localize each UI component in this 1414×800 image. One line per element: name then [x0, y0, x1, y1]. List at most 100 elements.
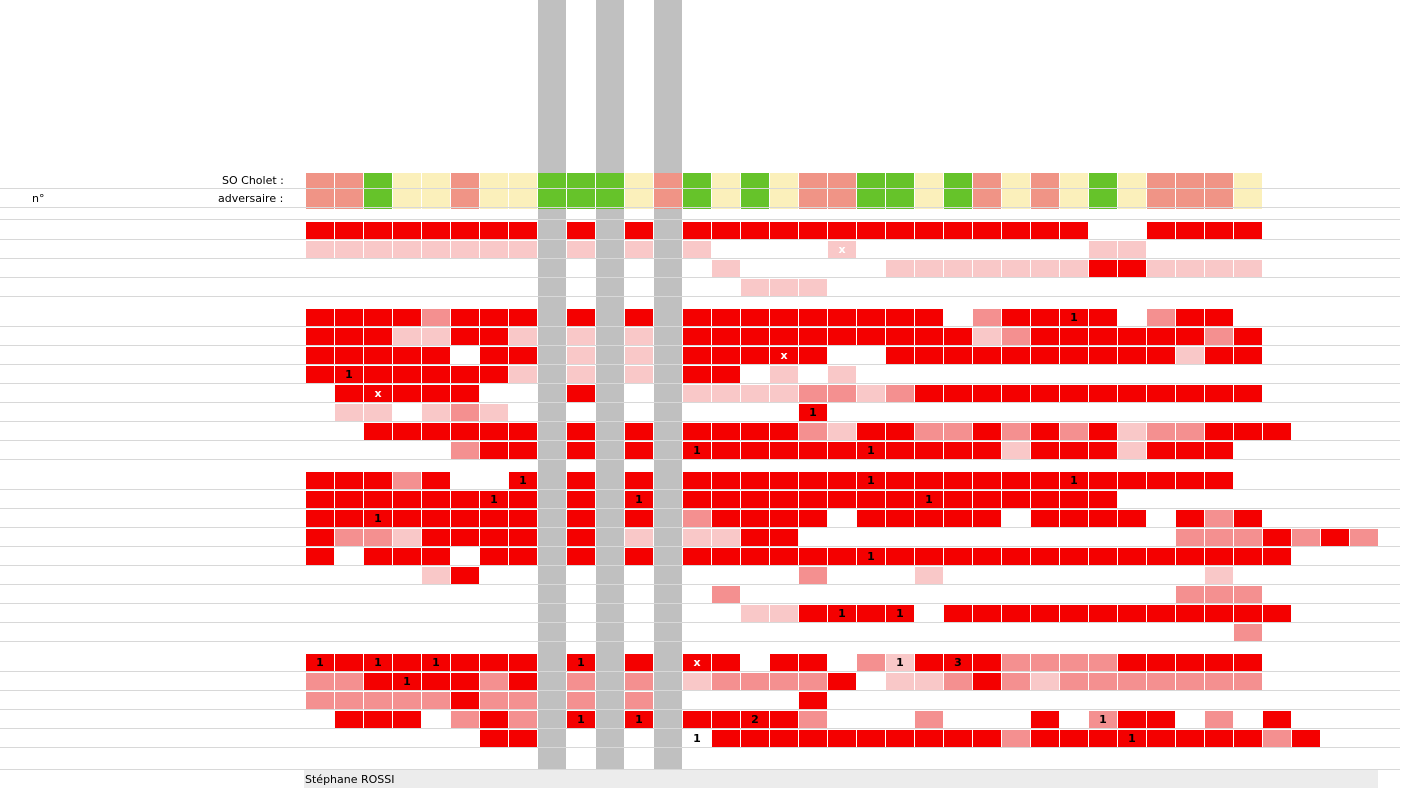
appearance-cell: [886, 605, 914, 622]
appearance-cell: [1205, 586, 1233, 603]
appearance-cell: [857, 309, 885, 326]
appearance-cell: [1176, 328, 1204, 345]
appearance-cell: [422, 385, 450, 402]
appearance-cell: [1147, 673, 1175, 690]
appearance-cell: [625, 241, 653, 258]
appearance-cell: [770, 366, 798, 383]
appearance-cell: [1118, 673, 1146, 690]
appearance-cell: [451, 491, 479, 508]
appearance-cell: [1060, 605, 1088, 622]
appearance-cell: [1176, 605, 1204, 622]
appearance-cell: [509, 692, 537, 709]
appearance-cell: [1031, 673, 1059, 690]
appearance-cell: [451, 222, 479, 239]
appearance-cell: [625, 309, 653, 326]
appearance-cell: [770, 673, 798, 690]
appearance-cell: [915, 673, 943, 690]
appearance-cell: [973, 730, 1001, 747]
appearance-cell: [509, 241, 537, 258]
cell-mark: 1: [693, 732, 701, 745]
appearance-cell: [422, 423, 450, 440]
appearance-cell: [1205, 347, 1233, 364]
appearance-cell: [741, 510, 769, 527]
appearance-cell: [1089, 309, 1117, 326]
appearance-cell: [973, 385, 1001, 402]
appearance-cell: [1176, 548, 1204, 565]
appearance-cell: [509, 730, 537, 747]
appearance-cell: [915, 442, 943, 459]
appearance-cell: [1176, 730, 1204, 747]
appearance-cell: [567, 366, 595, 383]
appearance-cell: [1205, 328, 1233, 345]
appearance-cell: [1176, 529, 1204, 546]
appearance-cell: [1147, 654, 1175, 671]
opponent-score: [654, 190, 682, 207]
appearance-cell: [306, 654, 334, 671]
appearance-cell: [306, 328, 334, 345]
appearance-cell: [335, 385, 363, 402]
appearance-cell: [306, 309, 334, 326]
appearance-cell: [335, 510, 363, 527]
cell-mark: 1: [1128, 732, 1136, 745]
cell-mark: 1: [867, 474, 875, 487]
appearance-cell: [1234, 730, 1262, 747]
appearance-cell: [451, 711, 479, 728]
appearance-cell: [1118, 423, 1146, 440]
appearance-cell: [1176, 510, 1204, 527]
appearance-cell: [683, 347, 711, 364]
opponent-score: [770, 190, 798, 207]
appearance-cell: [509, 673, 537, 690]
appearance-cell: [1118, 241, 1146, 258]
opponent-score: [944, 190, 972, 207]
appearance-cell: [509, 491, 537, 508]
appearance-cell: [625, 423, 653, 440]
appearance-cell: [741, 472, 769, 489]
appearance-cell: [1234, 624, 1262, 641]
appearance-cell: [567, 222, 595, 239]
appearance-cell: [828, 548, 856, 565]
score-box: [683, 173, 711, 209]
appearance-cell: [770, 347, 798, 364]
appearance-cell: [973, 442, 1001, 459]
appearance-cell: [1060, 654, 1088, 671]
appearance-cell: [393, 711, 421, 728]
appearance-cell: [1118, 548, 1146, 565]
appearance-cell: [712, 491, 740, 508]
cholet-row-label: SO Cholet :: [222, 174, 284, 187]
appearance-cell: [1089, 711, 1117, 728]
adversary-row-label: adversaire :: [218, 192, 284, 205]
appearance-cell: [625, 222, 653, 239]
opponent-score: [364, 190, 392, 207]
appearance-cell: [1089, 328, 1117, 345]
appearance-cell: [509, 510, 537, 527]
appearance-cell: [567, 309, 595, 326]
appearance-cell: [480, 692, 508, 709]
grid-line: [0, 527, 1400, 528]
appearance-cell: [625, 548, 653, 565]
appearance-cell: [1234, 328, 1262, 345]
opponent-score: [1002, 190, 1030, 207]
appearance-cell: [422, 328, 450, 345]
appearance-cell: [886, 309, 914, 326]
appearance-cell: [886, 654, 914, 671]
appearance-cell: [886, 423, 914, 440]
score-box: [944, 173, 972, 209]
appearance-cell: [480, 730, 508, 747]
appearance-cell: [422, 222, 450, 239]
appearance-cell: [741, 673, 769, 690]
opponent-score: [509, 190, 537, 207]
appearance-cell: [857, 730, 885, 747]
appearance-cell: [944, 730, 972, 747]
appearance-cell: [393, 692, 421, 709]
appearance-cell: [828, 472, 856, 489]
appearance-cell: [741, 711, 769, 728]
appearance-cell: [1234, 385, 1262, 402]
appearance-cell: [1234, 673, 1262, 690]
appearance-cell: [1002, 385, 1030, 402]
appearance-cell: [393, 423, 421, 440]
appearance-cell: [1205, 730, 1233, 747]
appearance-cell: [799, 673, 827, 690]
appearance-cell: [828, 241, 856, 258]
appearance-cell: [306, 222, 334, 239]
appearance-cell: [944, 347, 972, 364]
